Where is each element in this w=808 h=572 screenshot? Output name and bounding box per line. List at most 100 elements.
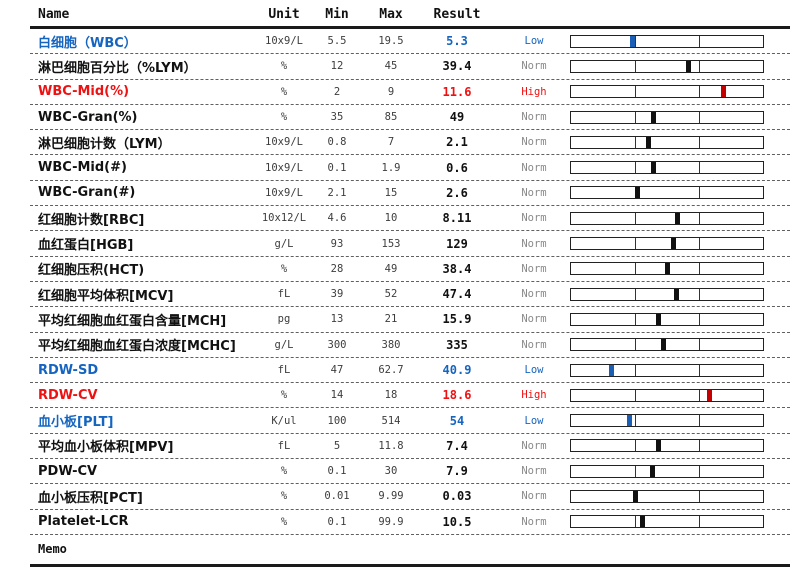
header-result: Result bbox=[433, 7, 481, 22]
param-result: 54 bbox=[449, 413, 465, 428]
param-max: 11.8 bbox=[378, 439, 404, 452]
range-bar-divider bbox=[698, 288, 700, 300]
param-result: 5.3 bbox=[446, 34, 468, 49]
status-label: Norm bbox=[521, 262, 547, 275]
table-row: 白细胞（WBC） 10x9/L 5.5 19.5 5.3 Low bbox=[30, 29, 790, 55]
range-bar-divider bbox=[634, 288, 636, 300]
param-min: 28 bbox=[330, 262, 344, 275]
param-unit: g/L bbox=[274, 237, 294, 250]
range-bar-divider bbox=[698, 339, 700, 351]
param-name: 红细胞计数[RBC] bbox=[38, 212, 145, 228]
param-name: 白细胞（WBC） bbox=[38, 35, 137, 51]
param-result: 11.6 bbox=[442, 84, 472, 99]
param-name: Platelet-LCR bbox=[38, 514, 129, 530]
table-header-row: Name Unit Min Max Result bbox=[30, 3, 790, 29]
result-marker-icon bbox=[633, 490, 639, 502]
range-bar-divider bbox=[698, 440, 700, 452]
param-max: 52 bbox=[384, 288, 398, 301]
cbc-report: Name Unit Min Max Result 白细胞（WBC） 10x9/L… bbox=[30, 0, 790, 567]
param-min: 2.1 bbox=[327, 186, 347, 199]
range-bar bbox=[570, 515, 764, 529]
table-row: 红细胞计数[RBC] 10x12/L 4.6 10 8.11 Norm bbox=[30, 206, 790, 232]
result-marker-icon bbox=[671, 238, 677, 250]
param-name: 平均红细胞血红蛋白含量[MCH] bbox=[38, 313, 227, 329]
param-max: 30 bbox=[384, 465, 398, 478]
param-unit: % bbox=[280, 465, 288, 478]
status-label: Low bbox=[524, 414, 544, 427]
status-label: Norm bbox=[521, 515, 547, 528]
header-unit: Unit bbox=[268, 7, 300, 22]
param-unit: 10x9/L bbox=[265, 186, 303, 199]
param-min: 14 bbox=[330, 389, 344, 402]
param-unit: % bbox=[280, 85, 288, 98]
table-row: Platelet-LCR % 0.1 99.9 10.5 Norm bbox=[30, 510, 790, 535]
result-marker-icon bbox=[650, 111, 656, 123]
param-min: 2 bbox=[333, 85, 341, 98]
param-name: 红细胞压积(HCT) bbox=[38, 263, 145, 279]
range-bar bbox=[570, 464, 764, 478]
range-bar-divider bbox=[698, 136, 700, 148]
range-bar-divider bbox=[634, 389, 636, 401]
range-bar bbox=[570, 489, 764, 503]
status-label: Norm bbox=[521, 465, 547, 478]
param-unit: % bbox=[280, 60, 288, 73]
result-marker-icon bbox=[674, 212, 680, 224]
result-marker-icon bbox=[609, 364, 615, 376]
param-unit: 10x9/L bbox=[265, 35, 303, 48]
param-name: 血红蛋白[HGB] bbox=[38, 238, 134, 254]
range-bar-divider bbox=[698, 187, 700, 199]
param-result: 7.4 bbox=[446, 438, 468, 453]
status-label: Norm bbox=[521, 490, 547, 503]
range-bar-divider bbox=[698, 238, 700, 250]
param-max: 62.7 bbox=[378, 364, 404, 376]
param-min: 4.6 bbox=[327, 212, 347, 225]
result-marker-icon bbox=[686, 60, 692, 72]
range-bar-divider bbox=[698, 263, 700, 275]
param-result: 0.03 bbox=[442, 489, 472, 504]
status-label: High bbox=[521, 85, 547, 98]
range-bar-divider bbox=[698, 364, 700, 376]
table-body: 白细胞（WBC） 10x9/L 5.5 19.5 5.3 Low 淋巴细胞百分比… bbox=[30, 29, 790, 535]
param-min: 0.1 bbox=[327, 465, 347, 478]
status-label: Norm bbox=[521, 136, 547, 149]
table-row: WBC-Mid(%) % 2 9 11.6 High bbox=[30, 80, 790, 105]
status-label: Norm bbox=[521, 439, 547, 452]
param-result: 8.11 bbox=[442, 211, 472, 226]
range-bar bbox=[570, 85, 764, 99]
param-name: RDW-SD bbox=[38, 362, 99, 378]
status-label: Norm bbox=[521, 237, 547, 250]
range-bar-divider bbox=[698, 111, 700, 123]
result-marker-icon bbox=[626, 415, 632, 427]
param-result: 39.4 bbox=[442, 59, 472, 74]
param-min: 13 bbox=[330, 313, 344, 326]
range-bar-divider bbox=[634, 111, 636, 123]
status-label: High bbox=[521, 389, 547, 402]
param-result: 40.9 bbox=[442, 363, 472, 377]
param-result: 18.6 bbox=[442, 388, 472, 403]
range-bar-divider bbox=[634, 86, 636, 98]
range-bar-divider bbox=[634, 162, 636, 174]
param-result: 10.5 bbox=[442, 514, 472, 529]
range-bar-divider bbox=[698, 490, 700, 502]
param-min: 93 bbox=[330, 237, 344, 250]
result-marker-icon bbox=[707, 389, 713, 401]
param-max: 49 bbox=[384, 262, 398, 275]
table-row: RDW-CV % 14 18 18.6 High bbox=[30, 383, 790, 409]
param-unit: % bbox=[280, 490, 288, 503]
param-unit: K/ul bbox=[271, 414, 297, 427]
param-max: 10 bbox=[384, 212, 398, 225]
range-bar-divider bbox=[634, 364, 636, 376]
result-marker-icon bbox=[639, 516, 645, 528]
param-name: RDW-CV bbox=[38, 387, 98, 403]
status-label: Norm bbox=[521, 111, 547, 124]
table-row: 血红蛋白[HGB] g/L 93 153 129 Norm bbox=[30, 231, 790, 257]
memo-row: Memo bbox=[30, 535, 790, 567]
status-label: Norm bbox=[521, 212, 547, 225]
result-marker-icon bbox=[650, 162, 656, 174]
range-bar-divider bbox=[634, 263, 636, 275]
result-marker-icon bbox=[720, 86, 726, 98]
table-row: WBC-Mid(#) 10x9/L 0.1 1.9 0.6 Norm bbox=[30, 155, 790, 181]
range-bar-divider bbox=[634, 339, 636, 351]
range-bar-divider bbox=[698, 162, 700, 174]
result-marker-icon bbox=[656, 313, 662, 325]
